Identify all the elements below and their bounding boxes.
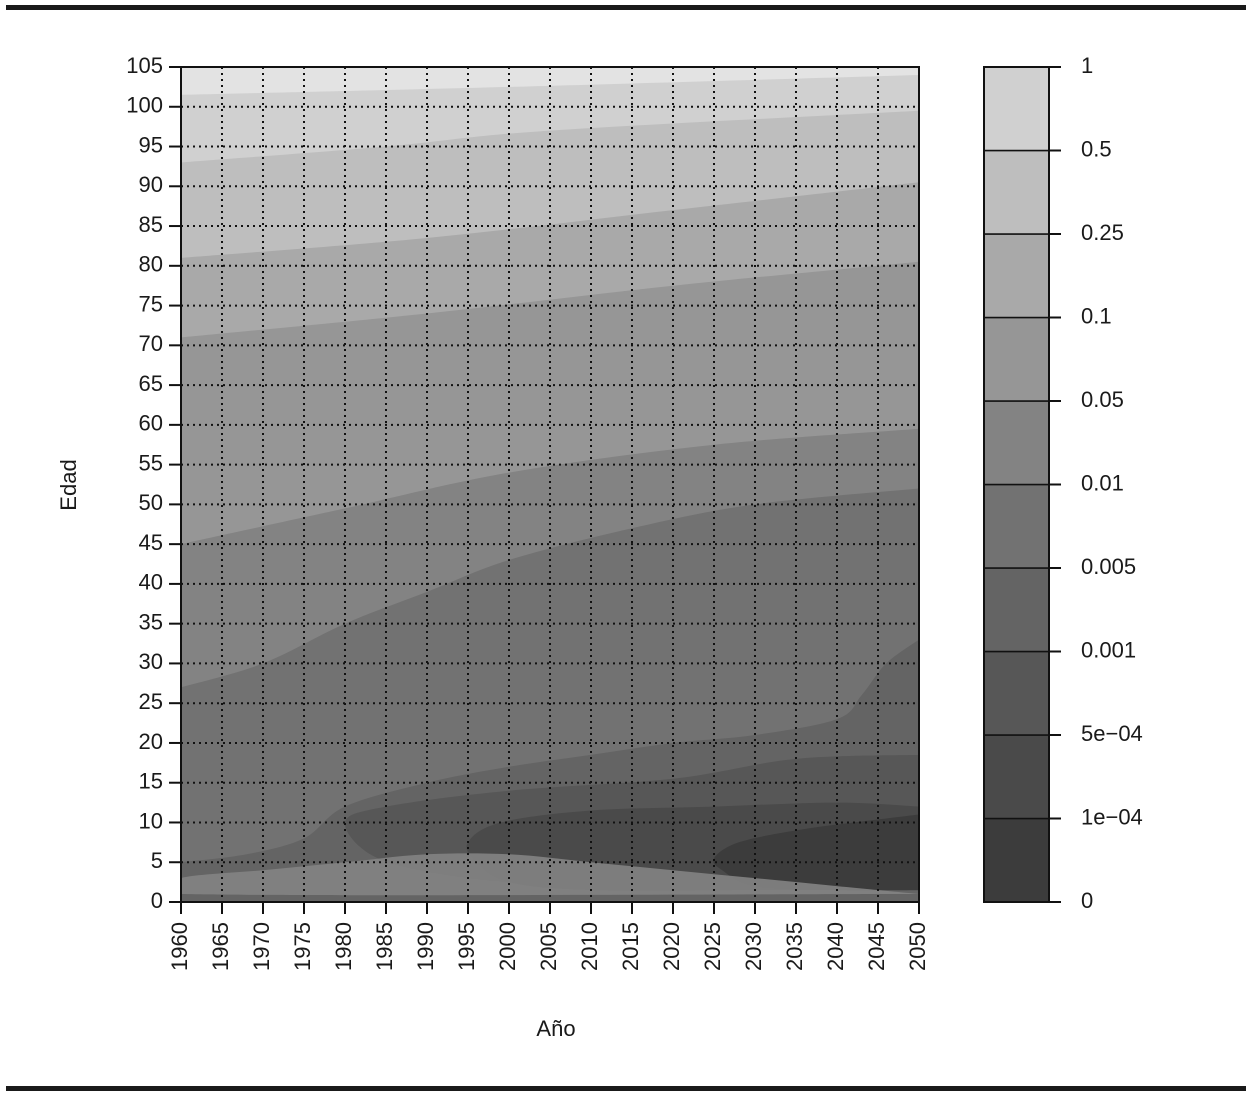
legend-label-0.005: 0.005 — [1081, 554, 1136, 579]
y-tick-label-105: 105 — [126, 53, 163, 78]
y-tick-label-60: 60 — [139, 411, 163, 436]
y-tick-label-95: 95 — [139, 132, 163, 157]
y-tick-label-70: 70 — [139, 331, 163, 356]
bottom-rule — [6, 1086, 1246, 1091]
y-tick-label-90: 90 — [139, 172, 163, 197]
x-tick-label-2030: 2030 — [741, 922, 766, 971]
legend-label-0.5: 0.5 — [1081, 136, 1112, 161]
x-tick-label-1965: 1965 — [208, 922, 233, 971]
x-tick-label-1980: 1980 — [331, 922, 356, 971]
legend-label-1e−04: 1e−04 — [1081, 804, 1143, 829]
x-tick-label-2050: 2050 — [905, 922, 930, 971]
legend-band-0 — [983, 817, 1050, 903]
band-above-0.25 — [181, 67, 919, 163]
y-tick-label-0: 0 — [151, 888, 163, 913]
x-tick-label-1990: 1990 — [413, 922, 438, 971]
y-tick-label-40: 40 — [139, 570, 163, 595]
x-tick-label-2040: 2040 — [823, 922, 848, 971]
top-rule — [6, 5, 1246, 10]
legend-label-0.1: 0.1 — [1081, 303, 1112, 328]
y-tick-label-35: 35 — [139, 609, 163, 634]
color-legend: 0 1e−04 5e−04 0.001 0.005 0.01 0.05 0.1 0.25 0.5 1 — [983, 53, 1143, 913]
x-tick-label-1975: 1975 — [290, 922, 315, 971]
x-tick-label-1960: 1960 — [167, 922, 192, 971]
x-tick-label-2020: 2020 — [659, 922, 684, 971]
y-tick-label-45: 45 — [139, 530, 163, 555]
x-tick-label-1995: 1995 — [454, 922, 479, 971]
y-axis: 0 5 10 15 20 25 30 35 40 45 50 55 60 65 70 75 80 85 90 95 10… — [126, 53, 181, 913]
legend-label-0.05: 0.05 — [1081, 387, 1124, 412]
y-axis-title: Edad — [56, 459, 81, 510]
y-tick-label-85: 85 — [139, 212, 163, 237]
legend-band-0.01 — [983, 400, 1050, 486]
legend-band-0.1 — [983, 233, 1050, 319]
y-tick-label-55: 55 — [139, 450, 163, 475]
band-region-0 — [713, 814, 919, 891]
legend-band-0.005 — [983, 483, 1050, 569]
legend-band-0.25 — [983, 149, 1050, 235]
legend-band-5e−04 — [983, 650, 1050, 736]
contour-bands — [181, 67, 919, 902]
x-tick-label-2025: 2025 — [700, 922, 725, 971]
legend-label-0.001: 0.001 — [1081, 637, 1136, 662]
legend-band-0.05 — [983, 316, 1050, 402]
y-tick-label-20: 20 — [139, 729, 163, 754]
x-tick-label-1985: 1985 — [372, 922, 397, 971]
x-tick-label-2010: 2010 — [577, 922, 602, 971]
legend-label-5e−04: 5e−04 — [1081, 721, 1143, 746]
legend-band-1e−04 — [983, 734, 1050, 820]
x-tick-label-2005: 2005 — [536, 922, 561, 971]
y-tick-label-25: 25 — [139, 689, 163, 714]
x-tick-label-1970: 1970 — [249, 922, 274, 971]
y-tick-label-15: 15 — [139, 769, 163, 794]
y-tick-label-100: 100 — [126, 93, 163, 118]
x-tick-label-2045: 2045 — [864, 922, 889, 971]
x-tick-label-2000: 2000 — [495, 922, 520, 971]
y-tick-label-5: 5 — [151, 848, 163, 873]
legend-band-0.001 — [983, 567, 1050, 653]
legend-band-0.5 — [983, 66, 1050, 152]
x-tick-label-2035: 2035 — [782, 922, 807, 971]
x-axis-title: Año — [536, 1016, 575, 1041]
y-tick-label-10: 10 — [139, 808, 163, 833]
grid-lines — [181, 67, 919, 902]
legend-label-0.01: 0.01 — [1081, 470, 1124, 495]
y-tick-label-75: 75 — [139, 291, 163, 316]
x-tick-label-2015: 2015 — [618, 922, 643, 971]
y-tick-label-80: 80 — [139, 252, 163, 277]
legend-label-0: 0 — [1081, 888, 1093, 913]
band-infant-strip — [181, 853, 919, 896]
y-tick-label-65: 65 — [139, 371, 163, 396]
y-tick-label-30: 30 — [139, 649, 163, 674]
x-axis: 1960 1965 1970 1975 1980 1985 1990 1995 2000 2005… — [167, 902, 930, 971]
legend-label-0.25: 0.25 — [1081, 220, 1124, 245]
y-tick-label-50: 50 — [139, 490, 163, 515]
legend-label-1: 1 — [1081, 53, 1093, 78]
